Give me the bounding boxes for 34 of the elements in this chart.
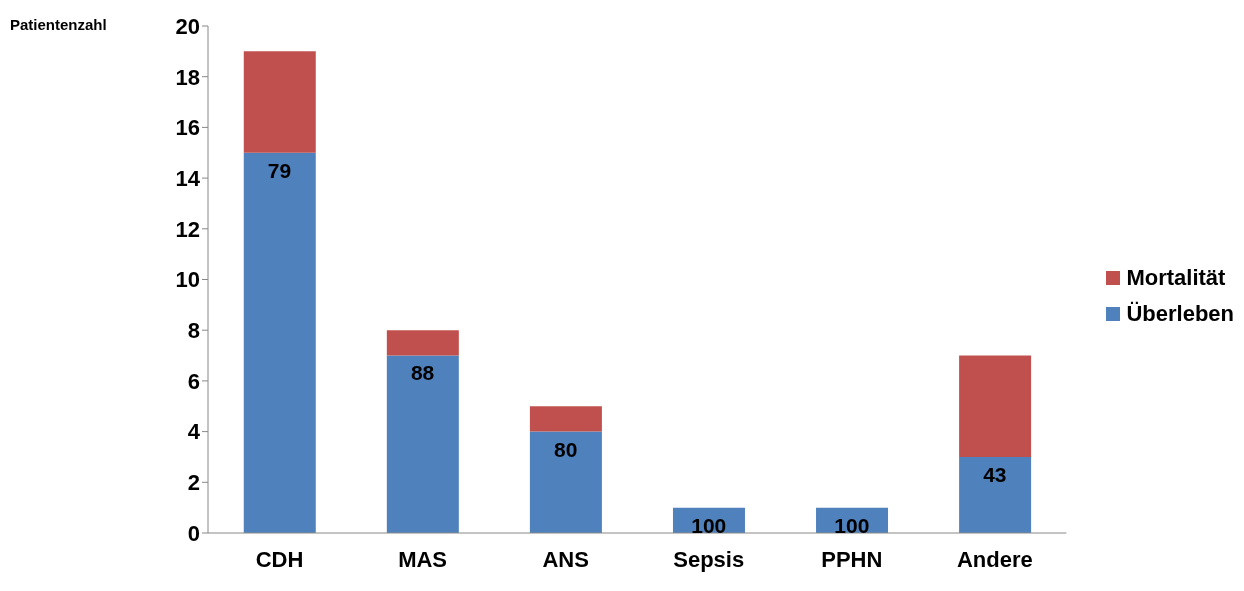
annotation: 43 — [983, 462, 1007, 486]
bar — [529, 431, 602, 533]
y-tick-label: 8 — [187, 318, 200, 344]
bar — [529, 406, 602, 432]
x-tick-label: CDH — [255, 546, 304, 572]
y-tick-label: 4 — [187, 419, 201, 445]
y-tick-label: 20 — [175, 13, 200, 39]
x-tick-label: Andere — [956, 546, 1033, 572]
bar — [243, 152, 316, 533]
x-tick-label: PPHN — [821, 546, 883, 572]
y-tick-label: 6 — [187, 368, 200, 394]
bar — [243, 51, 316, 153]
y-tick-label: 2 — [187, 470, 200, 496]
y-axis-title: Patientenzahl — [10, 16, 107, 33]
legend-label: Überleben — [1126, 300, 1234, 327]
bar — [959, 456, 1032, 533]
y-tick-label: 14 — [175, 165, 201, 191]
x-tick-label: ANS — [542, 546, 589, 572]
x-tick-label: MAS — [398, 546, 448, 572]
annotation: 79 — [267, 158, 292, 182]
annotation: 100 — [691, 513, 727, 537]
bar — [386, 355, 459, 533]
bar — [386, 330, 459, 356]
y-tick-label: 10 — [175, 267, 200, 293]
bar — [959, 355, 1032, 457]
y-tick-label: 12 — [175, 216, 200, 242]
y-tick-label: 16 — [175, 115, 200, 141]
y-tick-label: 18 — [175, 64, 200, 90]
annotation: 80 — [553, 437, 578, 461]
y-tick-label: 0 — [187, 520, 200, 546]
annotation: 88 — [410, 361, 435, 385]
x-tick-label: Sepsis — [673, 546, 745, 572]
legend-label: Mortalität — [1126, 264, 1226, 291]
annotation: 100 — [834, 513, 870, 537]
